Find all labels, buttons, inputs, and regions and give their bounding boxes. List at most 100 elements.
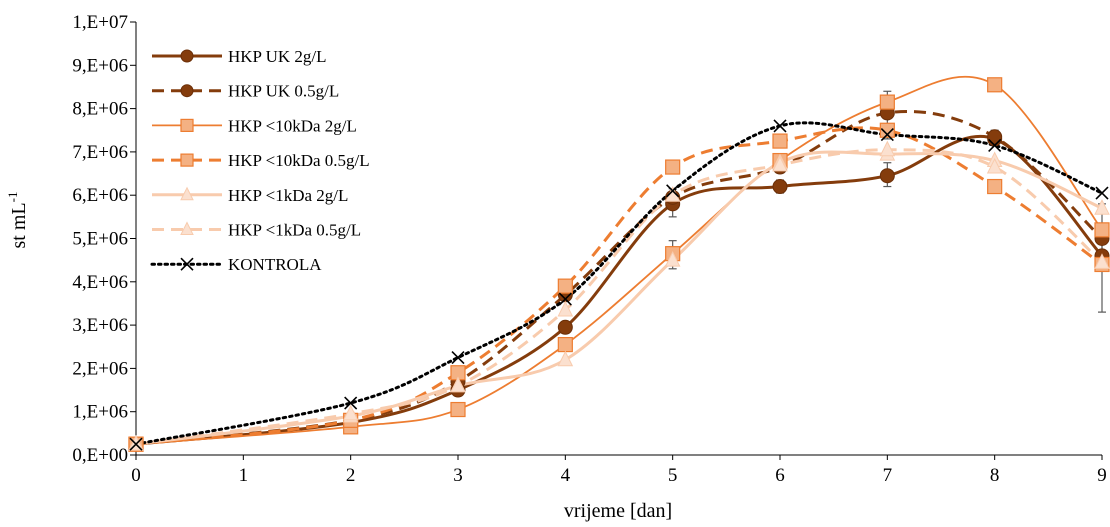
x-tick-label: 5 — [668, 465, 678, 486]
series-markers-6 — [128, 140, 1110, 451]
y-tick-label: 1,E+06 — [72, 402, 128, 423]
series-markers-1 — [128, 131, 1110, 452]
y-tick-labels: 0,E+00 1,E+06 2,E+06 3,E+06 4,E+06 5,E+06 6,E+… — [72, 12, 136, 466]
data-point-triangle — [986, 157, 1003, 174]
data-point-triangle — [664, 251, 681, 267]
y-tick-label: 1,E+07 — [72, 12, 128, 33]
y-tick-label: 5,E+06 — [72, 229, 128, 250]
data-point-cross — [344, 396, 358, 410]
data-point-square — [987, 178, 1003, 195]
cross-stroke — [129, 437, 143, 451]
y-tick-label: 7,E+06 — [72, 142, 128, 163]
data-point-circle — [557, 319, 573, 335]
data-point-square — [557, 336, 573, 353]
series-line-6 — [135, 148, 1103, 446]
series-line-1 — [135, 134, 1104, 446]
data-point-cross — [129, 437, 143, 451]
cross-stroke — [180, 257, 194, 271]
legend-label: HKP <10kDa 2g/L — [228, 116, 357, 135]
data-point-square — [665, 159, 681, 175]
y-tick-label: 4,E+06 — [72, 272, 128, 293]
cross-stroke — [1095, 186, 1109, 200]
legend-item: HKP <10kDa 0.5g/L — [152, 151, 370, 170]
y-axis-title-group: st mL-1 — [5, 192, 30, 249]
data-point-square — [772, 133, 788, 149]
x-tick-label: 6 — [775, 465, 785, 486]
cross-stroke — [344, 396, 358, 410]
cross-stroke — [558, 292, 572, 306]
y-axis-title-exponent: -1 — [5, 192, 20, 203]
legend-label: HKP UK 0.5g/L — [228, 82, 339, 101]
data-point-triangle — [1094, 253, 1110, 269]
data-point-square — [879, 122, 895, 138]
data-point-square — [879, 94, 895, 110]
x-tick-label: 9 — [1097, 465, 1107, 486]
x-tick-label: 4 — [561, 465, 571, 486]
y-tick-label: 2,E+06 — [72, 358, 128, 379]
series-markers — [128, 77, 1110, 452]
cross-stroke — [451, 351, 465, 365]
legend-item: HKP UK 0.5g/L — [152, 82, 339, 101]
data-point-square — [557, 278, 573, 294]
x-tick-label: 3 — [453, 465, 463, 486]
series-line-5 — [135, 150, 1103, 446]
x-tick-label: 8 — [990, 465, 1000, 486]
data-point-circle — [180, 84, 194, 98]
y-tick-label: 8,E+06 — [72, 99, 128, 120]
series-markers-4 — [128, 122, 1110, 452]
data-point-cross — [180, 257, 194, 271]
data-point-cross — [1095, 186, 1109, 200]
y-tick-label: 0,E+00 — [72, 445, 128, 466]
x-tick-labels: 0 1 2 3 4 5 6 7 8 9 — [131, 455, 1107, 486]
data-point-circle — [987, 129, 1003, 145]
data-point-cross — [451, 351, 465, 365]
x-tick-label: 2 — [346, 465, 356, 486]
cross-stroke — [880, 128, 894, 142]
cross-stroke — [773, 119, 787, 133]
legend-label: HKP UK 2g/L — [228, 47, 327, 66]
legend-item: HKP <1kDa 0.5g/L — [152, 221, 361, 240]
data-point-square — [450, 401, 466, 418]
data-point-circle — [879, 168, 895, 184]
data-point-square — [180, 153, 194, 167]
data-point-triangle — [557, 300, 574, 317]
data-point-triangle — [180, 221, 194, 235]
data-point-cross — [558, 292, 572, 306]
y-axis-title-main: st mL — [8, 202, 30, 248]
series-lines — [134, 75, 1104, 446]
data-point-square — [987, 77, 1003, 93]
legend-item: HKP UK 2g/L — [152, 47, 327, 66]
legend-label: HKP <1kDa 2g/L — [228, 186, 348, 205]
legend-label: HKP <10kDa 0.5g/L — [228, 151, 370, 170]
data-point-cross — [773, 119, 787, 133]
y-tick-label: 9,E+06 — [72, 55, 128, 76]
x-tick-label: 7 — [883, 465, 893, 486]
legend-item: HKP <10kDa 2g/L — [152, 116, 357, 135]
legend-label: KONTROLA — [228, 255, 322, 274]
series-line-4 — [135, 126, 1103, 446]
x-tick-label: 1 — [239, 465, 249, 486]
data-point-triangle — [879, 140, 896, 157]
legend: HKP UK 2g/L HKP UK 0.5g/L HKP <10kDa 2g/L H… — [150, 47, 370, 274]
data-point-triangle — [557, 350, 574, 367]
data-point-triangle — [450, 376, 466, 393]
data-point-cross — [666, 184, 680, 198]
legend-label: HKP <1kDa 0.5g/L — [228, 221, 361, 240]
legend-item: KONTROLA — [150, 255, 322, 274]
legend-item: HKP <1kDa 2g/L — [152, 186, 348, 205]
series-line-7 — [134, 121, 1104, 446]
data-point-triangle — [180, 186, 194, 201]
data-point-cross — [880, 128, 894, 142]
series-markers-7 — [129, 119, 1109, 451]
data-point-triangle — [1094, 199, 1110, 215]
y-tick-label: 3,E+06 — [72, 315, 128, 336]
data-point-cross — [988, 138, 1002, 152]
data-point-square — [1094, 222, 1110, 238]
y-axis-title: st mL-1 — [5, 192, 30, 249]
data-point-triangle — [342, 404, 359, 421]
cross-stroke — [988, 138, 1002, 152]
data-point-circle — [180, 49, 194, 63]
x-tick-label: 0 — [131, 465, 141, 486]
